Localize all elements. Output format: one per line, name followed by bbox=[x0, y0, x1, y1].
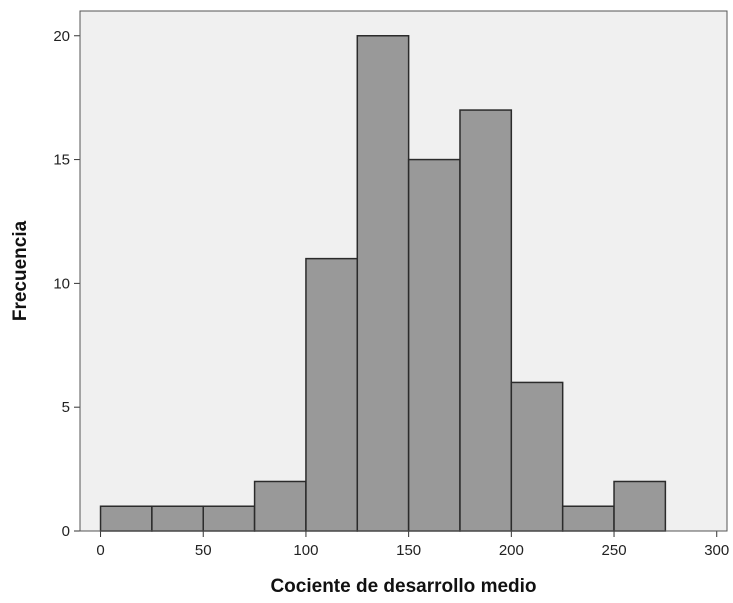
histogram-bar-175-200 bbox=[459, 109, 513, 532]
histogram-bar-125-150 bbox=[356, 35, 410, 532]
y-axis: 0 5 10 15 20 bbox=[53, 28, 80, 540]
x-tick-label: 200 bbox=[499, 542, 524, 559]
x-axis-title: Cociente de desarrollo medio bbox=[270, 576, 536, 597]
histogram-bar-100-125 bbox=[305, 257, 359, 532]
y-tick-label: 15 bbox=[53, 152, 70, 169]
x-tick-label: 250 bbox=[602, 542, 627, 559]
histogram-bar-250-275 bbox=[613, 480, 667, 532]
x-tick-label: 150 bbox=[396, 542, 421, 559]
histogram-bar-225-250 bbox=[561, 505, 615, 532]
histogram-bar-200-225 bbox=[510, 381, 564, 532]
histogram-bar-50-75 bbox=[202, 505, 256, 532]
y-tick-label: 20 bbox=[53, 28, 70, 45]
x-tick-label: 0 bbox=[96, 542, 104, 559]
histogram-bar-25-50 bbox=[151, 505, 204, 532]
y-tick-label: 0 bbox=[62, 523, 70, 540]
x-tick-label: 100 bbox=[293, 542, 318, 559]
histogram-bar-75-100 bbox=[253, 480, 307, 532]
bars-group bbox=[99, 35, 667, 532]
y-tick-label: 10 bbox=[53, 275, 70, 292]
plot-frame bbox=[79, 10, 728, 532]
x-tick-label: 300 bbox=[704, 542, 729, 559]
x-axis: 0 50 100 150 200 250 300 bbox=[96, 531, 729, 559]
y-tick-label: 5 bbox=[62, 399, 70, 416]
y-axis-title: Frecuencia bbox=[10, 220, 31, 321]
histogram-bar-0-25 bbox=[99, 505, 153, 532]
x-tick-label: 50 bbox=[195, 542, 212, 559]
histogram-bar-150-175 bbox=[407, 158, 461, 532]
